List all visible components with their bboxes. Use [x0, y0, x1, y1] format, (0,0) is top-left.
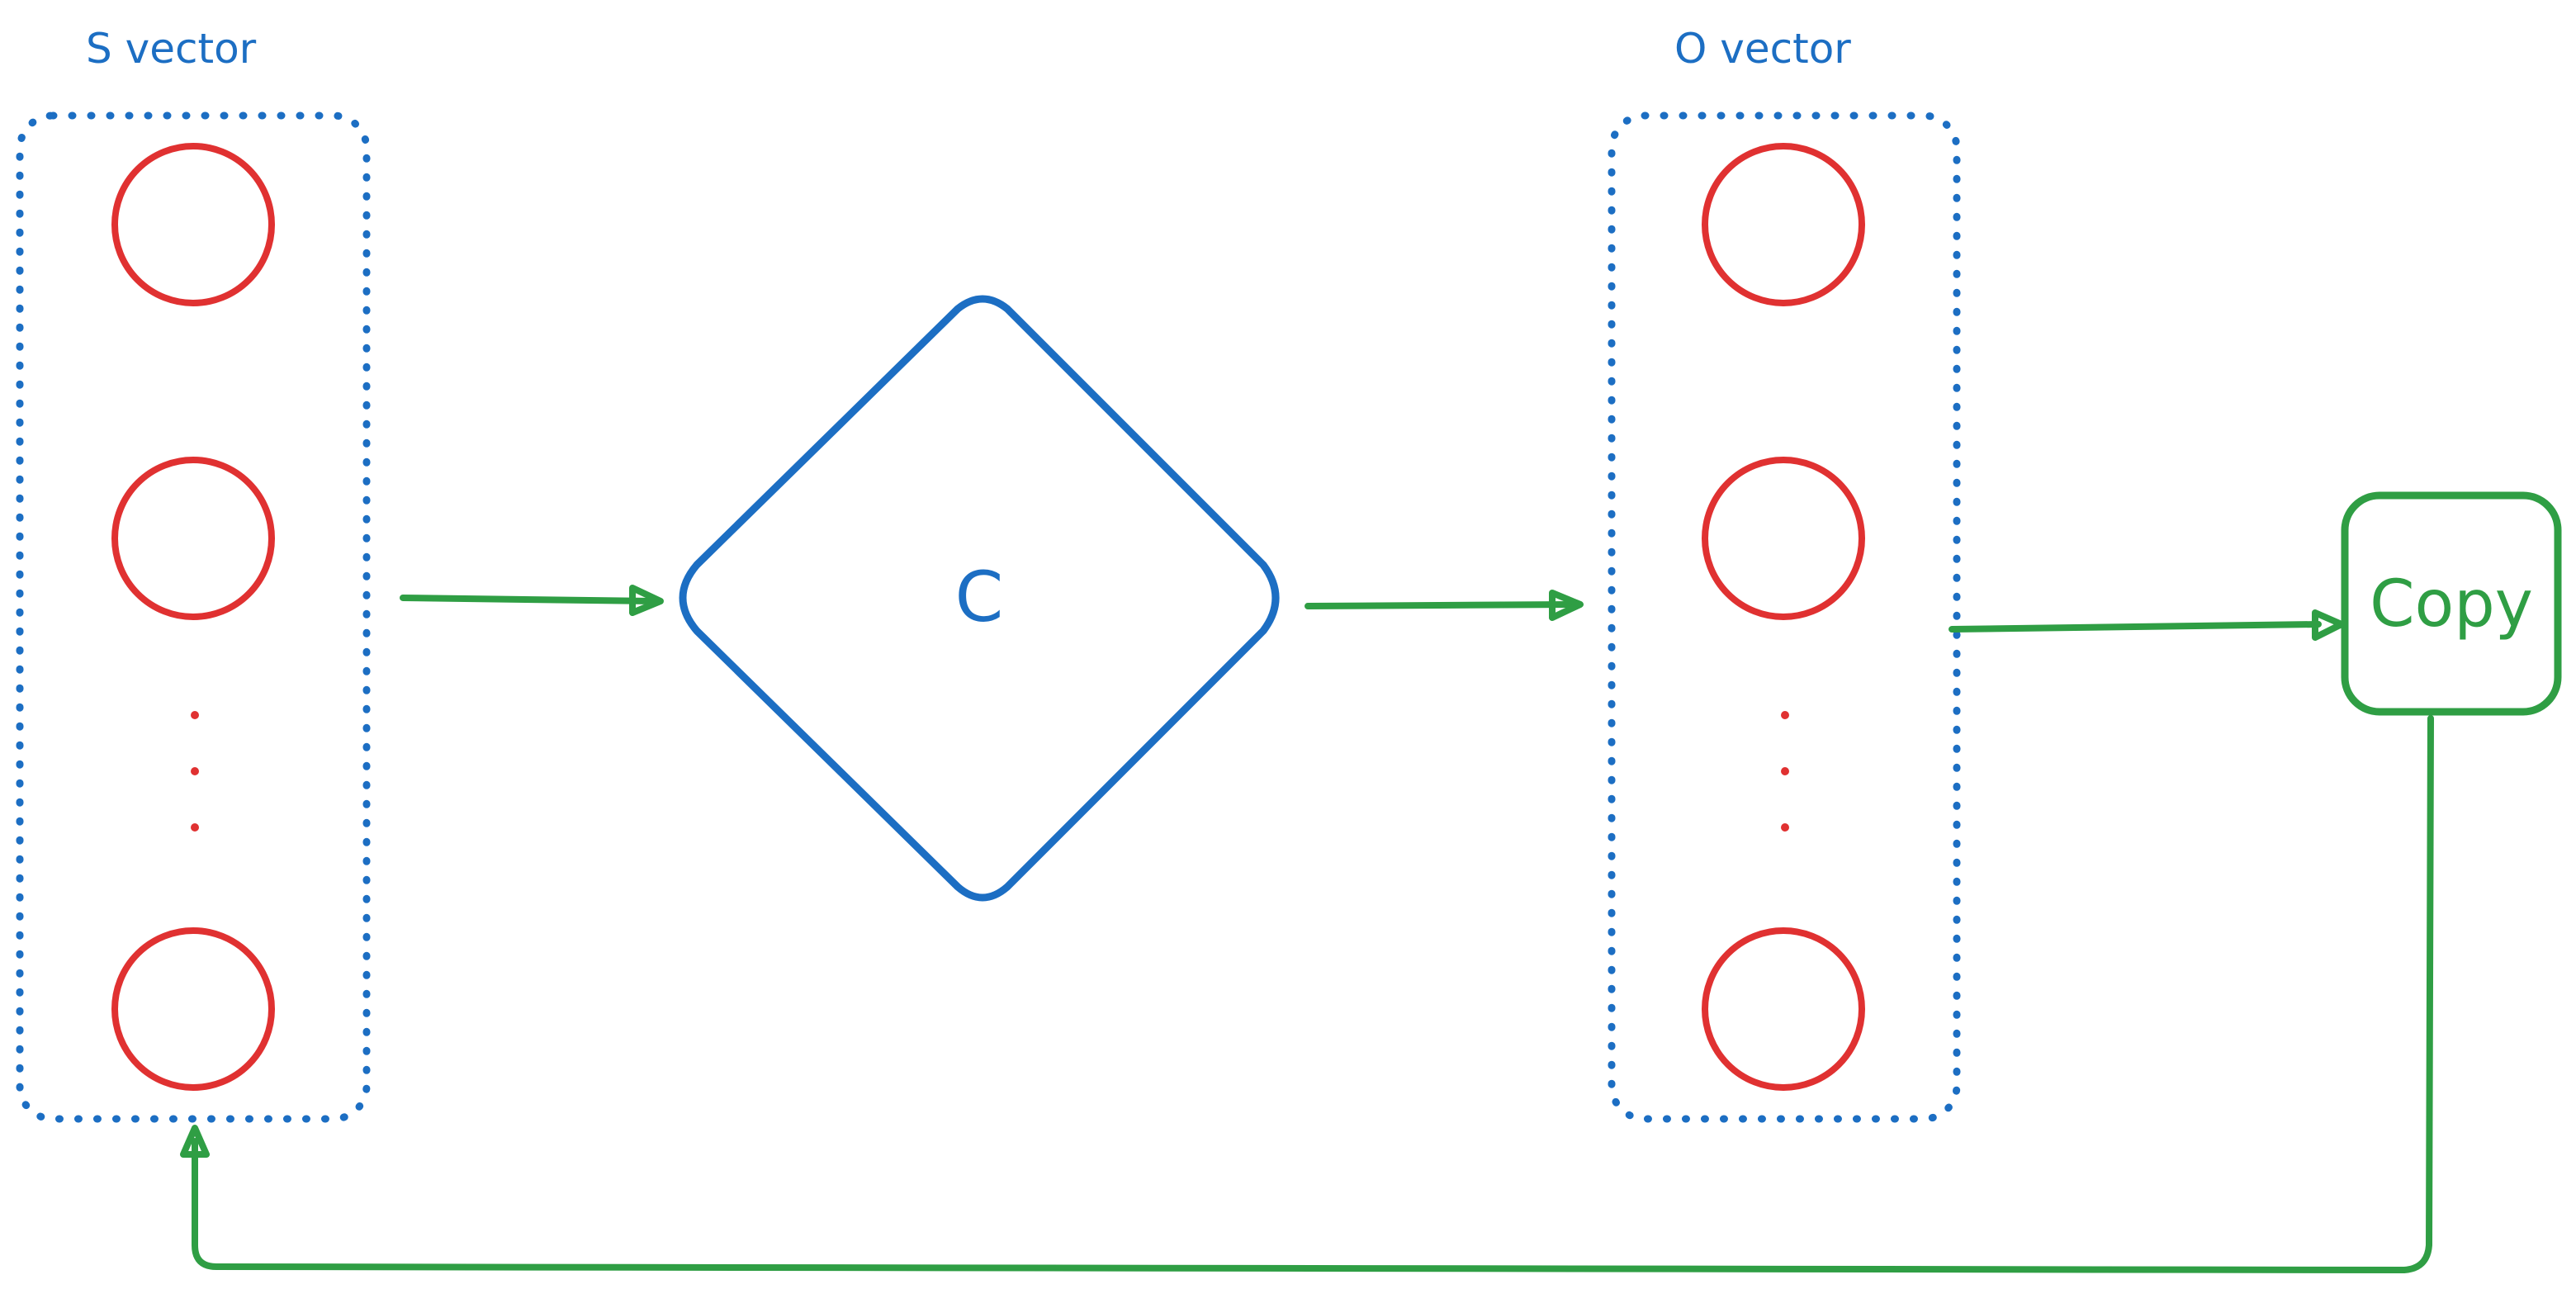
arrow-c-to-o	[1305, 590, 1584, 621]
s-vector-node-1	[111, 143, 275, 306]
copy-box	[2341, 491, 2562, 716]
copy-label: Copy	[2370, 567, 2533, 642]
s-vector-container	[16, 111, 371, 1123]
process-diamond	[679, 295, 1280, 902]
s-vector-group: S vector	[16, 25, 371, 1123]
s-vector-node-last	[111, 927, 275, 1091]
o-vector-node-1	[1702, 143, 1865, 306]
o-vector-ellipsis	[1781, 711, 1789, 832]
arrow-s-to-c	[400, 585, 664, 616]
o-vector-node-2	[1702, 457, 1865, 620]
o-vector-label: O vector	[1674, 25, 1851, 73]
s-vector-ellipsis	[191, 711, 199, 832]
o-vector-node-last	[1702, 927, 1865, 1091]
s-vector-node-2	[111, 457, 275, 620]
copy-group: Copy	[2341, 491, 2562, 716]
o-vector-container	[1608, 111, 1961, 1123]
s-vector-label: S vector	[86, 25, 257, 73]
arrow-copy-to-s-feedback	[180, 715, 2434, 1273]
arrow-o-to-copy	[1949, 609, 2345, 641]
process-c-group: C	[679, 295, 1280, 902]
o-vector-group: O vector	[1608, 25, 1961, 1123]
process-label: C	[955, 557, 1004, 637]
